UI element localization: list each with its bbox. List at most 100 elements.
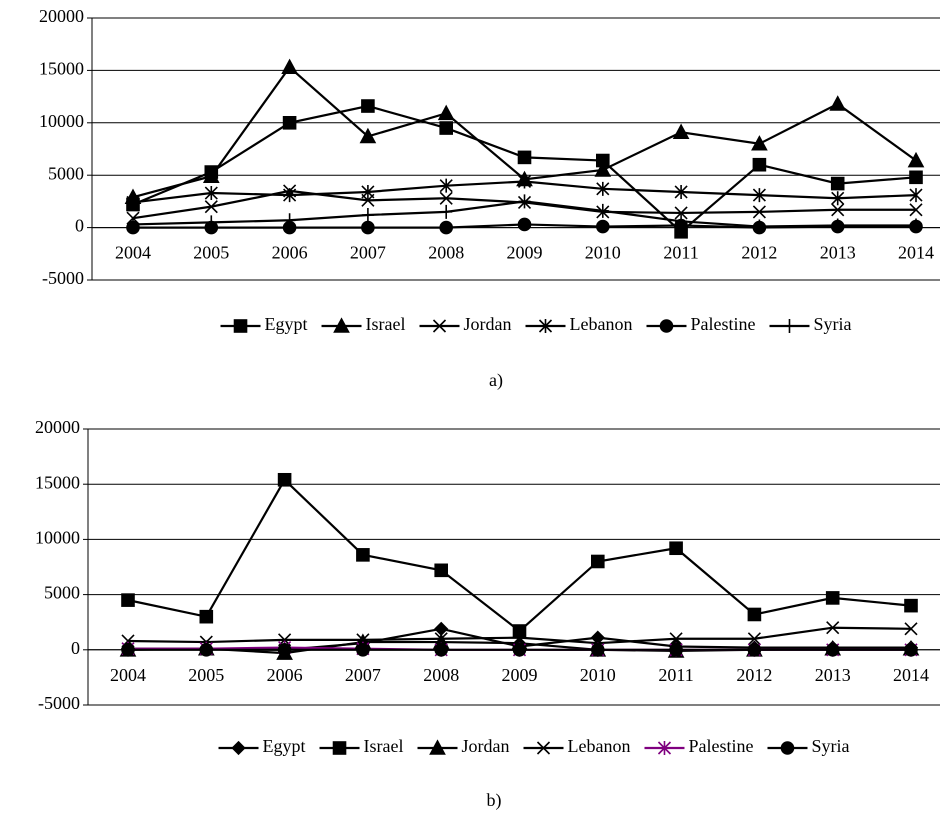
- marker: [672, 123, 690, 140]
- marker: [826, 621, 840, 635]
- marker: [356, 642, 370, 657]
- x-tick-label: 2014: [893, 665, 929, 685]
- y-tick-label: 0: [71, 638, 80, 658]
- marker: [126, 195, 140, 210]
- marker: [434, 632, 448, 646]
- marker: [590, 642, 605, 657]
- marker: [282, 116, 297, 130]
- y-tick-label: 20000: [39, 6, 84, 26]
- legend-marker: [231, 740, 246, 756]
- x-tick-label: 2008: [428, 243, 464, 263]
- marker: [595, 219, 610, 234]
- marker: [439, 121, 454, 135]
- marker: [596, 203, 609, 218]
- x-tick-label: 2010: [580, 665, 616, 685]
- marker: [752, 188, 766, 203]
- marker: [283, 188, 297, 203]
- x-tick-label: 2013: [815, 665, 851, 685]
- marker: [831, 203, 845, 217]
- marker: [361, 99, 375, 113]
- marker: [825, 642, 840, 657]
- marker: [434, 621, 449, 636]
- marker: [831, 191, 845, 206]
- marker: [121, 642, 135, 657]
- marker: [669, 541, 683, 556]
- marker: [594, 161, 612, 177]
- marker: [747, 632, 761, 646]
- y-tick-label: 15000: [39, 59, 84, 79]
- marker: [825, 591, 840, 605]
- marker: [674, 184, 688, 199]
- marker: [669, 632, 683, 646]
- marker: [277, 472, 292, 487]
- marker: [904, 642, 918, 657]
- legend-marker: [536, 741, 551, 755]
- marker: [439, 220, 454, 235]
- marker: [204, 200, 218, 214]
- marker: [753, 219, 766, 234]
- marker: [439, 178, 453, 193]
- marker: [675, 214, 688, 229]
- x-tick-label: 2005: [188, 665, 224, 685]
- marker: [361, 220, 375, 235]
- legend-label: Syria: [811, 736, 849, 756]
- y-tick-label: 15000: [35, 472, 80, 492]
- x-tick-label: 2007: [345, 665, 381, 685]
- legend-label: Lebanon: [570, 314, 633, 334]
- x-tick-label: 2014: [898, 243, 934, 263]
- legend: Egypt Israel Jordan Lebanon Palestine Syria: [218, 736, 849, 756]
- marker: [439, 191, 453, 205]
- x-tick-label: 2009: [507, 243, 543, 263]
- legend-marker: [780, 741, 795, 755]
- marker: [512, 631, 527, 645]
- marker: [512, 642, 527, 657]
- marker: [517, 174, 532, 189]
- marker: [596, 181, 610, 196]
- legend-marker: [429, 739, 446, 755]
- marker: [517, 150, 532, 165]
- marker: [199, 642, 214, 657]
- marker: [831, 218, 844, 233]
- marker: [199, 609, 214, 624]
- x-tick-label: 2009: [502, 665, 538, 685]
- legend-label: Syria: [813, 314, 851, 334]
- legend-label: Israel: [366, 314, 406, 334]
- x-tick-label: 2004: [110, 665, 146, 685]
- marker: [277, 642, 292, 657]
- marker: [202, 167, 220, 184]
- marker: [909, 203, 923, 217]
- marker: [747, 642, 762, 657]
- marker: [907, 151, 925, 168]
- marker: [434, 642, 449, 657]
- marker: [904, 622, 918, 636]
- y-tick-label: -5000: [42, 268, 84, 288]
- legend-label: Egypt: [265, 314, 308, 334]
- marker: [752, 157, 767, 172]
- legend-marker: [783, 319, 796, 333]
- y-tick-label: 10000: [39, 111, 84, 131]
- marker: [283, 213, 296, 228]
- marker: [752, 205, 766, 219]
- x-tick-label: 2006: [272, 243, 308, 263]
- legend-marker: [233, 319, 248, 333]
- x-tick-label: 2012: [736, 665, 772, 685]
- marker: [910, 218, 922, 233]
- marker: [909, 170, 923, 185]
- marker: [590, 554, 605, 569]
- x-tick-label: 2011: [663, 243, 698, 263]
- legend-label: Palestine: [690, 314, 755, 334]
- y-tick-label: 0: [75, 216, 84, 236]
- marker: [127, 217, 139, 232]
- x-tick-label: 2013: [820, 243, 856, 263]
- y-tick-label: -5000: [38, 693, 80, 713]
- x-tick-label: 2012: [741, 243, 777, 263]
- series-line: [127, 478, 912, 633]
- marker: [674, 206, 688, 220]
- x-tick-label: 2006: [267, 665, 303, 685]
- marker: [517, 217, 532, 232]
- x-tick-label: 2008: [423, 665, 459, 685]
- x-tick-label: 2011: [658, 665, 693, 685]
- marker: [204, 186, 218, 201]
- x-tick-label: 2010: [585, 243, 621, 263]
- marker: [669, 642, 683, 657]
